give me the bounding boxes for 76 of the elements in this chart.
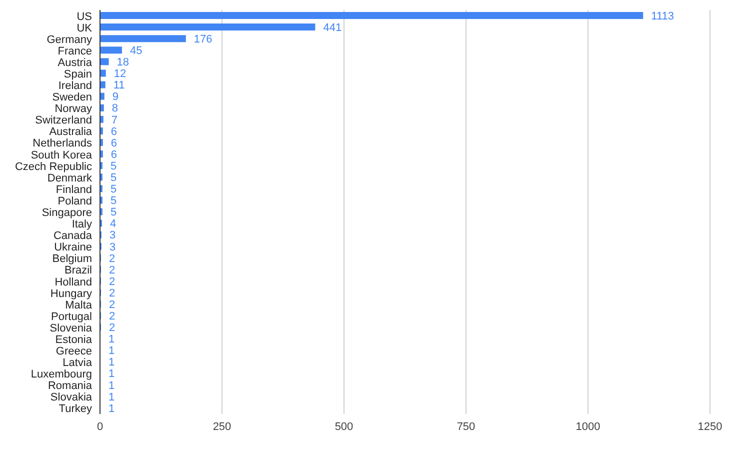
y-tick-label: Slovenia xyxy=(50,322,93,334)
data-label: 2 xyxy=(108,298,116,311)
data-label: 6 xyxy=(110,148,118,161)
data-label: 1 xyxy=(108,345,115,358)
data-label: 176 xyxy=(194,33,212,46)
y-tick-label: Turkey xyxy=(58,403,92,416)
x-tick-label: 1000 xyxy=(576,420,600,433)
y-tick-label: Finland xyxy=(56,184,92,196)
data-label: 7 xyxy=(111,114,118,126)
y-tick-label: Italy xyxy=(72,218,92,231)
y-tick-label: Singapore xyxy=(42,207,92,219)
data-label: 18 xyxy=(116,56,130,69)
y-tick-label: Luxembourg xyxy=(30,368,92,381)
y-tick-label: Greece xyxy=(56,346,92,358)
y-tick-label: Belgium xyxy=(52,253,92,266)
data-label: 1 xyxy=(108,334,115,346)
y-tick-label: Slovakia xyxy=(50,392,93,404)
data-label: 45 xyxy=(130,45,142,58)
data-label: 2 xyxy=(108,276,116,288)
data-label: 2 xyxy=(108,264,116,276)
data-label: 441 xyxy=(323,22,342,34)
y-tick-label: Latvia xyxy=(62,357,93,370)
data-label: 1 xyxy=(108,380,115,392)
y-tick-label: Australia xyxy=(49,126,93,138)
data-label: 3 xyxy=(109,241,116,254)
x-tick-label: 1250 xyxy=(698,420,722,433)
data-label: 9 xyxy=(112,91,119,104)
y-tick-label: Brazil xyxy=(64,264,92,277)
y-tick-label: Denmark xyxy=(47,172,92,184)
y-tick-label: Romania xyxy=(48,380,93,392)
data-label: 1 xyxy=(108,391,115,404)
y-tick-label: Norway xyxy=(54,103,92,116)
y-tick-label: UK xyxy=(76,22,93,34)
y-tick-label: Spain xyxy=(64,68,92,80)
y-tick-label: Holland xyxy=(54,276,92,288)
y-tick-label: Sweden xyxy=(52,92,92,104)
y-tick-label: US xyxy=(76,10,92,23)
data-label: 5 xyxy=(110,160,117,172)
y-tick-label: Czech Republic xyxy=(14,160,92,173)
data-label: 2 xyxy=(108,310,116,323)
y-tick-label: France xyxy=(58,45,92,58)
data-label: 8 xyxy=(112,102,118,115)
y-tick-label: Estonia xyxy=(55,334,93,346)
data-label: 1 xyxy=(108,368,115,380)
y-tick-label: Portugal xyxy=(51,310,92,323)
data-label: 12 xyxy=(114,68,126,80)
y-tick-label: Ireland xyxy=(58,80,92,92)
data-label: 5 xyxy=(110,184,117,196)
y-tick-label: Netherlands xyxy=(32,138,92,150)
y-tick-label: Germany xyxy=(46,34,92,46)
y-tick-label: Austria xyxy=(58,56,93,69)
y-tick-label: Hungary xyxy=(50,288,92,300)
y-tick-label: Malta xyxy=(65,299,93,312)
data-label: 5 xyxy=(110,195,117,208)
x-tick-label: 750 xyxy=(456,420,476,433)
y-tick-label: Poland xyxy=(58,195,92,208)
y-tick-label: Switzerland xyxy=(35,114,92,127)
data-label: 6 xyxy=(110,137,118,150)
data-label: 5 xyxy=(110,206,117,219)
data-label: 4 xyxy=(110,218,116,230)
data-label: 2 xyxy=(108,252,116,265)
x-tick-label: 250 xyxy=(212,420,232,433)
data-label: 1113 xyxy=(651,10,674,22)
data-label: 3 xyxy=(109,230,116,242)
data-label: 1 xyxy=(108,402,115,415)
x-tick-label: 0 xyxy=(96,420,104,433)
x-tick-label: 500 xyxy=(334,420,354,433)
y-tick-label: Ukraine xyxy=(54,242,92,254)
y-tick-label: South Korea xyxy=(30,149,93,162)
data-label: 11 xyxy=(113,80,125,92)
data-label: 6 xyxy=(110,126,118,138)
data-label: 2 xyxy=(108,322,116,334)
data-label: 2 xyxy=(108,287,116,300)
y-tick-label: Canada xyxy=(53,230,93,242)
data-label: 1 xyxy=(108,356,115,369)
data-label: 5 xyxy=(110,172,117,184)
